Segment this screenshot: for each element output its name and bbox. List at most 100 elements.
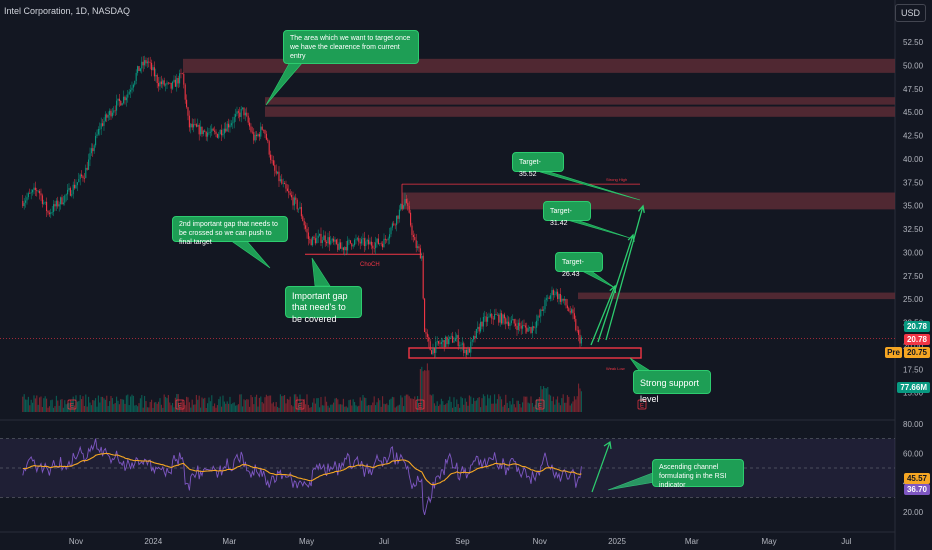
volume-bar [184, 405, 186, 412]
candle-body [467, 348, 469, 355]
volume-bar [320, 397, 322, 412]
candle-body [22, 200, 24, 207]
candle-body [249, 122, 251, 127]
earnings-marker-0 [67, 399, 77, 410]
volume-bar [86, 406, 88, 412]
volume-bar [221, 406, 223, 412]
candle-body [162, 80, 164, 85]
volume-bar [29, 405, 31, 412]
volume-bar [414, 396, 416, 412]
candle-body [540, 309, 542, 317]
candle-body [349, 240, 351, 244]
candle-body [47, 211, 49, 213]
candle-body [200, 126, 202, 135]
weak-low-label: Weak Low [606, 366, 625, 371]
candle-body [92, 148, 94, 152]
volume-bar [288, 399, 290, 412]
volume-bar [565, 402, 567, 412]
volume-bar [277, 406, 279, 412]
volume-bar [300, 401, 302, 412]
candle-body [338, 242, 340, 250]
candle-body [515, 323, 517, 326]
candle-body [265, 133, 267, 140]
candle-body [372, 245, 374, 249]
candle-body [137, 66, 139, 73]
earnings-marker-label-4: E [538, 404, 542, 410]
candle-body [72, 184, 74, 195]
volume-bar [362, 395, 364, 412]
rsi-tick-label: 80.00 [903, 420, 924, 429]
volume-bar [393, 397, 395, 412]
volume-bar [435, 405, 437, 412]
candle-body [424, 298, 426, 333]
volume-bar [151, 399, 153, 412]
candle-body [380, 243, 382, 245]
candle-body [86, 167, 88, 170]
resistance-zone-3 [402, 192, 895, 210]
candle-body [489, 313, 491, 317]
candle-body [361, 239, 363, 244]
volume-bar [527, 402, 529, 412]
candle-body [351, 243, 353, 247]
candle-body [158, 83, 160, 87]
volume-bar [76, 401, 78, 412]
candle-body [352, 245, 354, 247]
volume-bar [384, 404, 386, 412]
volume-bar [510, 404, 512, 412]
volume-bar [431, 395, 433, 412]
strong-high-label: Strong High [606, 177, 627, 182]
candle-body [110, 110, 112, 117]
volume-bar [442, 401, 444, 412]
currency-button[interactable]: USD [894, 4, 926, 22]
candle-body [295, 197, 297, 200]
candle-body [562, 298, 564, 301]
volume-bar [449, 396, 451, 412]
volume-bar [68, 402, 70, 412]
volume-bar [401, 397, 403, 412]
candle-body [529, 327, 531, 329]
volume-bar [243, 399, 245, 412]
volume-bar [419, 369, 421, 412]
candle-body [471, 339, 473, 342]
volume-bar [302, 401, 304, 412]
candle-body [417, 246, 419, 248]
candle-body [531, 326, 533, 333]
candle-body [64, 195, 66, 203]
candle-body [65, 194, 67, 196]
volume-bar [25, 399, 27, 412]
volume-bar [152, 407, 154, 412]
candle-body [432, 348, 434, 355]
volume-bar [174, 397, 176, 412]
candle-body [478, 326, 480, 332]
candle-body [548, 297, 550, 299]
candle-body [226, 123, 228, 132]
candle-body [275, 170, 277, 174]
volume-bar [496, 399, 498, 412]
volume-bar [408, 396, 410, 412]
volume-bar [345, 406, 347, 412]
candle-body [26, 197, 28, 201]
candle-body [415, 240, 417, 248]
volume-bar [222, 395, 224, 412]
candle-body [128, 91, 130, 95]
volume-bar [403, 406, 405, 412]
candle-body [54, 204, 56, 207]
volume-bar [156, 403, 158, 412]
resistance-zone-1 [265, 97, 895, 105]
volume-bar [361, 400, 363, 412]
volume-bar [125, 395, 127, 412]
volume-bar [450, 401, 452, 412]
candle-body [571, 309, 573, 313]
volume-bar [436, 401, 438, 412]
volume-bar [457, 404, 459, 412]
candle-body [39, 190, 41, 194]
volume-bar [477, 398, 479, 412]
volume-bar [195, 395, 197, 412]
volume-bar [23, 394, 25, 412]
volume-bar [155, 402, 157, 412]
candle-body [503, 314, 505, 319]
volume-bar [540, 386, 542, 412]
candle-body [95, 135, 97, 146]
rsi-line [22, 438, 582, 516]
